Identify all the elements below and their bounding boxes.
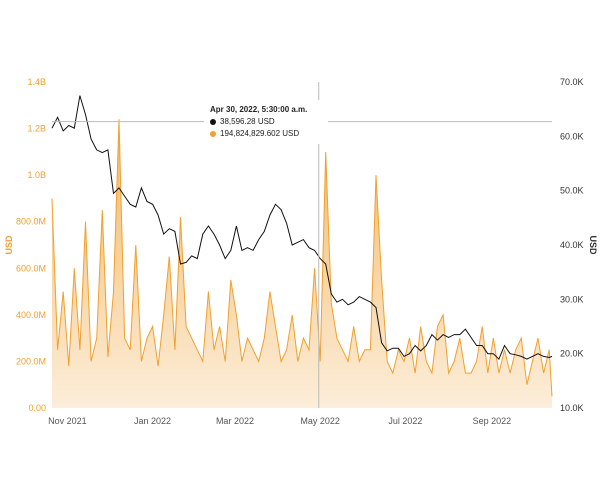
y-right-tick-label: 40.0K — [560, 240, 584, 250]
y-left-tick-label: 200.0M — [16, 356, 46, 366]
volume-line — [51, 119, 553, 397]
y-left-tick-label: 0.00 — [28, 403, 46, 413]
tooltip: Apr 30, 2022, 5:30:00 a.m. 38,596.28 USD… — [204, 100, 328, 144]
tooltip-price-row: 38,596.28 USD — [210, 116, 322, 128]
price-line — [51, 95, 553, 360]
y-right-tick-label: 10.0K — [560, 403, 584, 413]
axis-layer: 0.00 200.0M 400.0M 600.0M 800.0M 1.0B 1.2B 1.4B… — [4, 77, 598, 426]
price-layer — [51, 95, 553, 360]
y-right-tick-label: 50.0K — [560, 186, 584, 196]
y-left-axis-title: USD — [4, 235, 14, 255]
y-right-tick-label: 20.0K — [560, 349, 584, 359]
volume-dot-icon — [210, 131, 216, 137]
tooltip-title: Apr 30, 2022, 5:30:00 a.m. — [210, 105, 308, 114]
x-tick-label: May 2022 — [300, 416, 340, 426]
x-tick-label: Nov 2021 — [48, 416, 87, 426]
y-right-axis-title: USD — [588, 235, 598, 255]
tooltip-volume-row: 194,824,829.602 USD — [210, 128, 322, 140]
x-tick-label: Jan 2022 — [134, 416, 171, 426]
area-layer — [51, 119, 553, 409]
y-left-tick-label: 800.0M — [16, 217, 46, 227]
y-left-tick-label: 1.0B — [27, 170, 46, 180]
x-tick-label: Sep 2022 — [473, 416, 512, 426]
x-tick-label: Jul 2022 — [388, 416, 422, 426]
x-tick-label: Mar 2022 — [216, 416, 254, 426]
price-dot-icon — [210, 119, 216, 125]
y-right-tick-label: 60.0K — [560, 131, 584, 141]
y-right-tick-label: 30.0K — [560, 294, 584, 304]
tooltip-price: 38,596.28 USD — [220, 117, 275, 126]
y-right-tick-label: 70.0K — [560, 77, 584, 87]
tooltip-volume: 194,824,829.602 USD — [220, 129, 300, 138]
y-left-tick-label: 1.4B — [27, 77, 46, 87]
y-left-tick-label: 1.2B — [27, 124, 46, 134]
y-left-tick-label: 600.0M — [16, 263, 46, 273]
volume-area — [52, 119, 552, 409]
y-left-tick-label: 400.0M — [16, 310, 46, 320]
